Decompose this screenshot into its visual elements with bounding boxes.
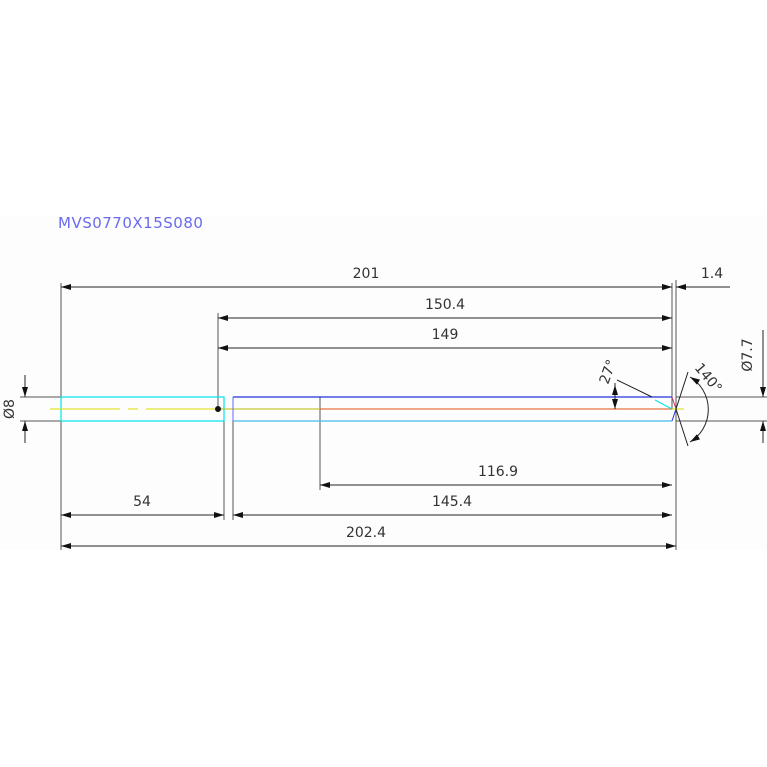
dimension-116-9: 116.9 xyxy=(320,464,672,488)
svg-text:54: 54 xyxy=(133,494,151,510)
svg-text:116.9: 116.9 xyxy=(478,464,518,480)
tool-body xyxy=(50,396,684,422)
dimension-201: 201 xyxy=(61,266,672,290)
dimension-149: 149 xyxy=(218,327,672,351)
svg-text:1.4: 1.4 xyxy=(701,266,723,282)
drawing-area xyxy=(0,215,767,550)
dimension-202-4: 202.4 xyxy=(61,525,676,549)
dimension-54: 54 xyxy=(61,494,224,518)
svg-text:145.4: 145.4 xyxy=(432,494,472,510)
dimension-diameter-8: Ø8 xyxy=(2,375,28,443)
svg-text:Ø8: Ø8 xyxy=(2,399,18,419)
dimension-145-4: 145.4 xyxy=(233,494,672,518)
dimension-1-4: 1.4 xyxy=(655,266,730,290)
part-number-title: MVS0770X15S080 xyxy=(58,214,203,232)
dimension-diameter-7-7: Ø7.7 xyxy=(740,330,766,443)
svg-text:202.4: 202.4 xyxy=(346,525,386,541)
dimension-150-4: 150.4 xyxy=(218,297,672,321)
svg-text:201: 201 xyxy=(353,266,380,282)
svg-text:149: 149 xyxy=(432,327,459,343)
angle-27: 27° xyxy=(597,358,653,409)
svg-text:Ø7.7: Ø7.7 xyxy=(740,338,756,371)
svg-text:27°: 27° xyxy=(597,358,621,387)
datum-point xyxy=(215,406,221,412)
svg-text:150.4: 150.4 xyxy=(425,297,465,313)
